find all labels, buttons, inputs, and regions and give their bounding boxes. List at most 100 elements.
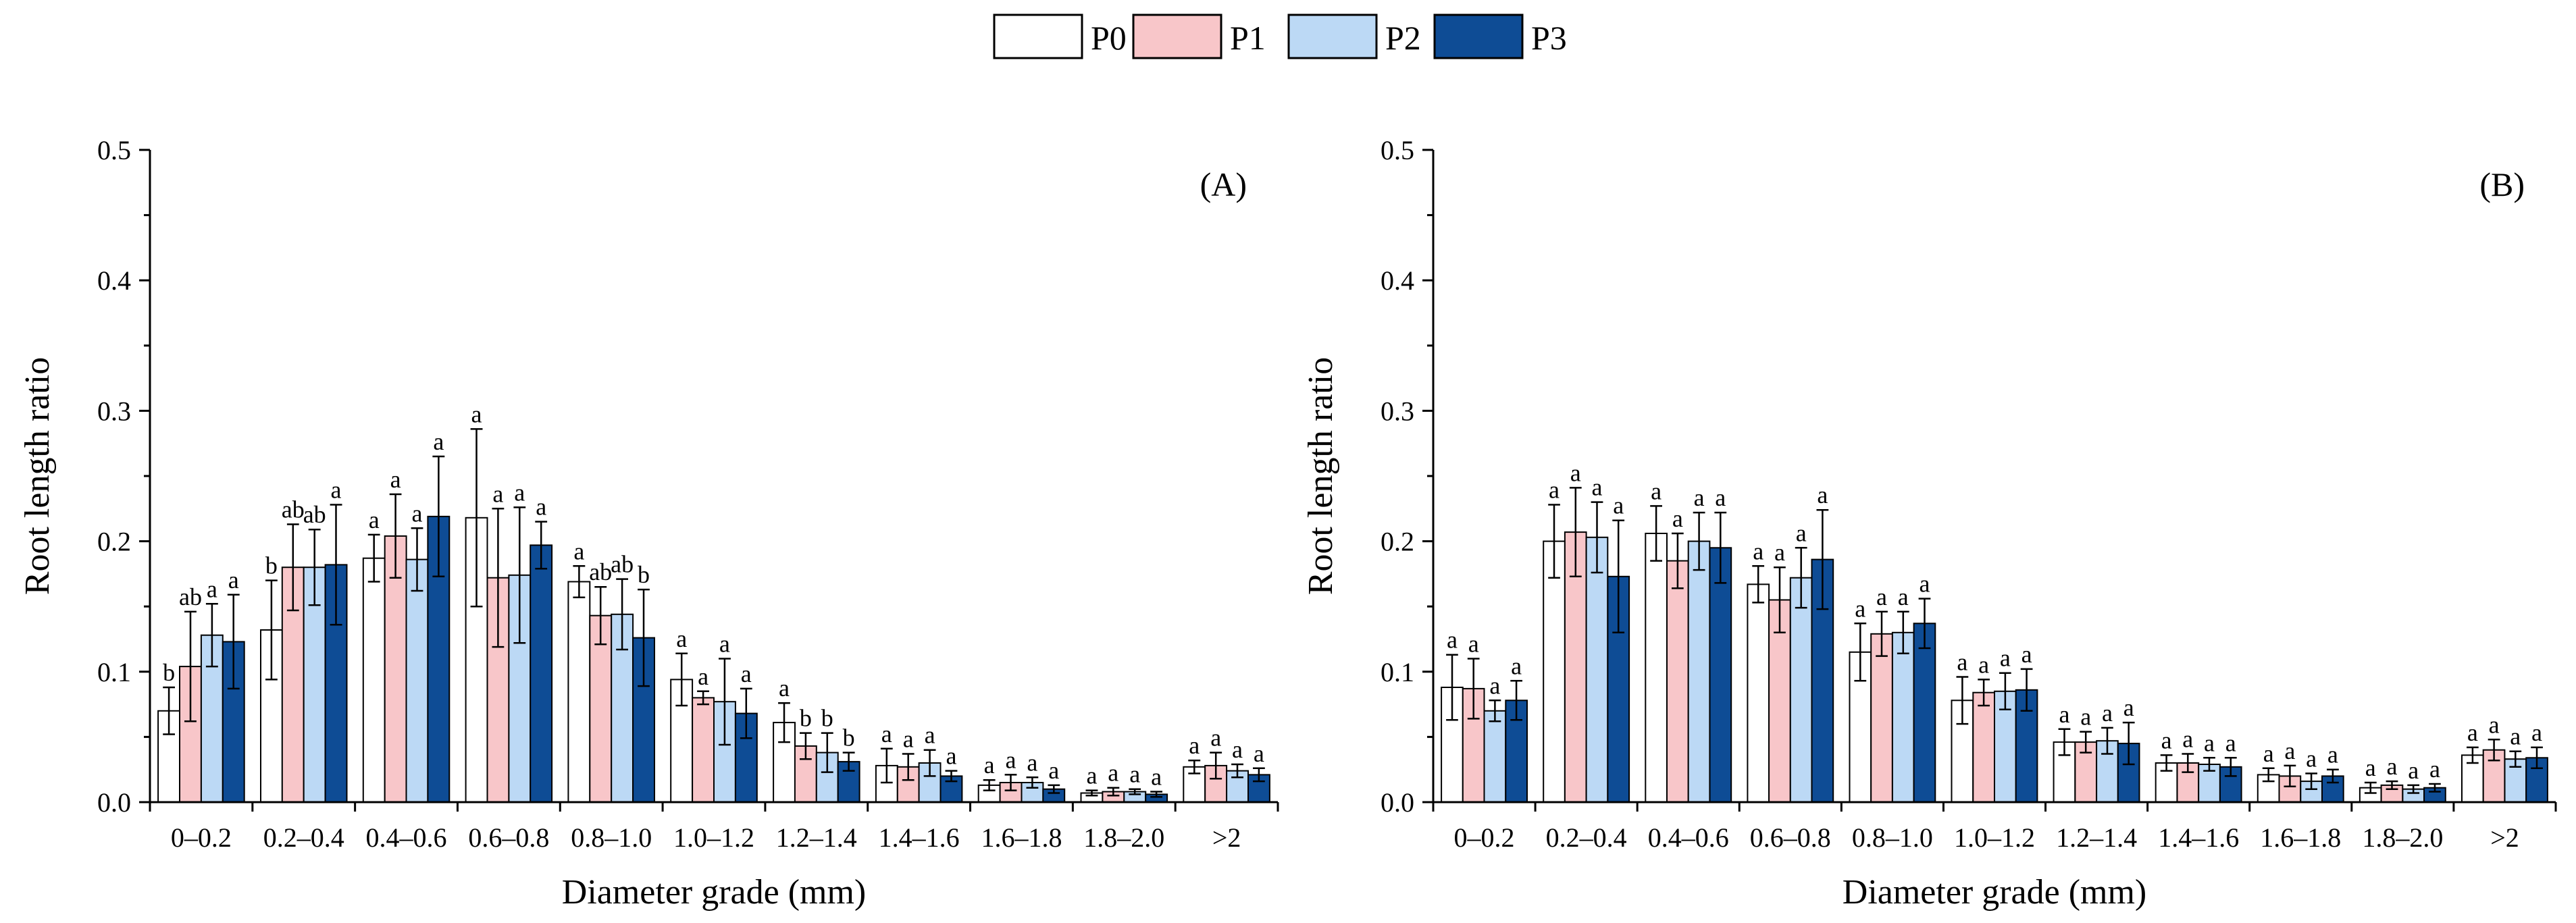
y-tick-label-b-0: 0.0 bbox=[1381, 787, 1414, 818]
error-bar-b-0-p0 bbox=[1446, 654, 1458, 721]
error-bar-b-10-p3 bbox=[2531, 746, 2543, 770]
significance-letter-b-3-p3: a bbox=[1817, 481, 1828, 508]
bar-b-1-p2 bbox=[1585, 536, 1609, 803]
x-tick-label-b-0: 0–0.2 bbox=[1454, 822, 1515, 853]
significance-letter-b-8-p3: a bbox=[2327, 741, 2338, 768]
significance-letter-a-8-p3: a bbox=[1048, 757, 1059, 784]
bar-b-2-p0 bbox=[1645, 533, 1668, 803]
error-bar-a-9-p1 bbox=[1107, 787, 1120, 797]
error-bar-a-1-p2 bbox=[308, 528, 321, 606]
error-bar-b-3-p0 bbox=[1752, 565, 1765, 604]
error-bar-a-3-p1 bbox=[492, 508, 505, 648]
error-bar-b-3-p3 bbox=[1816, 508, 1829, 610]
error-bar-b-1-p3 bbox=[1612, 519, 1625, 634]
error-bar-a-7-p1 bbox=[902, 753, 915, 781]
x-tick-label-a-6: 1.2–1.4 bbox=[776, 822, 857, 853]
error-bar-b-8-p0 bbox=[2262, 767, 2275, 783]
significance-letter-a-6-p2: b bbox=[821, 705, 833, 732]
significance-letter-a-8-p2: a bbox=[1027, 749, 1037, 776]
significance-letter-a-2-p0: a bbox=[369, 506, 380, 533]
error-bar-a-1-p1 bbox=[286, 523, 299, 612]
error-bar-a-8-p2 bbox=[1026, 776, 1039, 789]
error-bar-a-10-p0 bbox=[1188, 759, 1201, 774]
legend-swatch-p0 bbox=[993, 14, 1083, 59]
error-bar-a-10-p3 bbox=[1253, 767, 1265, 783]
error-bar-b-5-p0 bbox=[1956, 676, 1969, 725]
error-bar-b-6-p1 bbox=[2080, 731, 2092, 754]
significance-letter-b-9-p2: a bbox=[2408, 757, 2419, 784]
error-bar-a-7-p0 bbox=[880, 747, 893, 784]
bar-b-0-p3 bbox=[1505, 700, 1528, 803]
significance-letter-a-9-p1: a bbox=[1108, 760, 1118, 787]
significance-letter-b-5-p3: a bbox=[2021, 641, 2032, 668]
error-bar-b-7-p2 bbox=[2203, 757, 2215, 772]
bar-a-3-p3 bbox=[530, 544, 553, 803]
x-tick-label-a-9: 1.8–2.0 bbox=[1083, 822, 1164, 853]
significance-letter-b-6-p3: a bbox=[2123, 694, 2134, 721]
error-bar-a-0-p1 bbox=[184, 610, 197, 722]
significance-letter-a-3-p3: a bbox=[536, 494, 546, 521]
significance-letter-a-9-p2: a bbox=[1129, 761, 1140, 788]
significance-letter-a-1-p0: b bbox=[265, 552, 278, 579]
significance-letter-a-1-p3: a bbox=[331, 477, 342, 504]
y-tick-label-b-3: 0.3 bbox=[1381, 396, 1414, 426]
error-bar-b-0-p1 bbox=[1467, 658, 1480, 720]
y-tick-label-a-5: 0.5 bbox=[97, 135, 131, 165]
significance-letter-a-0-p1: ab bbox=[179, 583, 202, 610]
legend-swatch-p1 bbox=[1132, 14, 1222, 59]
error-bar-b-2-p0 bbox=[1650, 505, 1662, 562]
significance-letter-a-0-p0: b bbox=[163, 659, 175, 686]
error-bar-b-9-p1 bbox=[2386, 780, 2398, 790]
error-bar-a-10-p2 bbox=[1231, 763, 1243, 779]
y-tick-label-a-4: 0.4 bbox=[97, 265, 131, 296]
bar-a-4-p0 bbox=[567, 581, 591, 803]
significance-letter-a-8-p1: a bbox=[1006, 746, 1016, 773]
error-bar-b-6-p3 bbox=[2122, 721, 2135, 766]
significance-letter-b-1-p1: a bbox=[1570, 459, 1581, 486]
error-bar-a-1-p3 bbox=[330, 504, 342, 626]
error-bar-b-6-p2 bbox=[2101, 727, 2113, 755]
error-bar-b-10-p1 bbox=[2488, 739, 2500, 762]
x-tick-label-b-7: 1.4–1.6 bbox=[2158, 822, 2239, 853]
significance-letter-b-5-p1: a bbox=[1978, 651, 1989, 678]
error-bar-a-8-p1 bbox=[1004, 774, 1017, 791]
significance-letter-a-10-p1: a bbox=[1210, 724, 1221, 751]
error-bar-a-5-p2 bbox=[719, 658, 731, 746]
x-tick-label-a-0: 0–0.2 bbox=[171, 822, 232, 853]
y-axis-title-b: Root length ratio bbox=[1302, 357, 1340, 595]
x-tick-label-b-9: 1.8–2.0 bbox=[2362, 822, 2443, 853]
error-bar-a-9-p3 bbox=[1150, 791, 1162, 798]
significance-letter-b-8-p1: a bbox=[2284, 737, 2295, 764]
error-bar-a-6-p1 bbox=[800, 732, 812, 760]
bar-b-3-p2 bbox=[1789, 577, 1813, 803]
error-bar-b-10-p2 bbox=[2509, 750, 2522, 768]
significance-letter-a-9-p0: a bbox=[1087, 762, 1098, 789]
significance-letter-b-9-p3: a bbox=[2429, 756, 2440, 783]
significance-letter-b-2-p2: a bbox=[1694, 484, 1705, 511]
x-tick-label-b-4: 0.8–1.0 bbox=[1852, 822, 1933, 853]
error-bar-b-2-p3 bbox=[1714, 511, 1727, 584]
y-axis-title-a: Root length ratio bbox=[18, 357, 57, 595]
y-tick-label-a-1: 0.1 bbox=[97, 657, 131, 687]
x-tick-label-b-2: 0.4–0.6 bbox=[1648, 822, 1729, 853]
significance-letter-a-2-p3: a bbox=[433, 428, 444, 455]
error-bar-a-0-p3 bbox=[227, 594, 240, 690]
error-bar-b-7-p3 bbox=[2224, 757, 2237, 777]
error-bar-a-0-p2 bbox=[205, 603, 218, 668]
error-bar-a-4-p0 bbox=[573, 565, 586, 598]
significance-letter-b-2-p0: a bbox=[1651, 477, 1661, 504]
significance-letter-a-5-p3: a bbox=[741, 660, 752, 687]
significance-letter-a-6-p1: b bbox=[800, 705, 812, 732]
error-bar-a-5-p3 bbox=[740, 687, 752, 739]
bar-a-2-p1 bbox=[384, 535, 407, 803]
bar-b-5-p1 bbox=[1972, 691, 1996, 803]
error-bar-b-8-p1 bbox=[2284, 764, 2296, 788]
significance-letter-b-7-p1: a bbox=[2182, 726, 2193, 753]
y-tick-label-b-1: 0.1 bbox=[1381, 657, 1414, 687]
bar-b-4-p1 bbox=[1870, 633, 1893, 803]
error-bar-b-1-p1 bbox=[1569, 487, 1582, 578]
x-tick-label-a-5: 1.0–1.2 bbox=[673, 822, 754, 853]
error-bar-a-6-p0 bbox=[778, 702, 790, 743]
x-tick-label-b-1: 0.2–0.4 bbox=[1546, 822, 1627, 853]
legend-swatch-p2 bbox=[1287, 14, 1378, 59]
